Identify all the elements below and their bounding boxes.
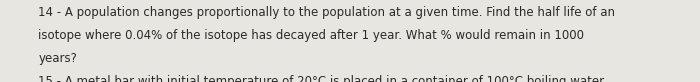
Text: 14 - A population changes proportionally to the population at a given time. Find: 14 - A population changes proportionally…: [38, 6, 615, 19]
Text: 15 - A metal bar with initial temperature of 20°C is placed in a container of 10: 15 - A metal bar with initial temperatur…: [38, 75, 605, 82]
Text: isotope where 0.04% of the isotope has decayed after 1 year. What % would remain: isotope where 0.04% of the isotope has d…: [38, 29, 584, 42]
Text: years?: years?: [38, 52, 78, 65]
